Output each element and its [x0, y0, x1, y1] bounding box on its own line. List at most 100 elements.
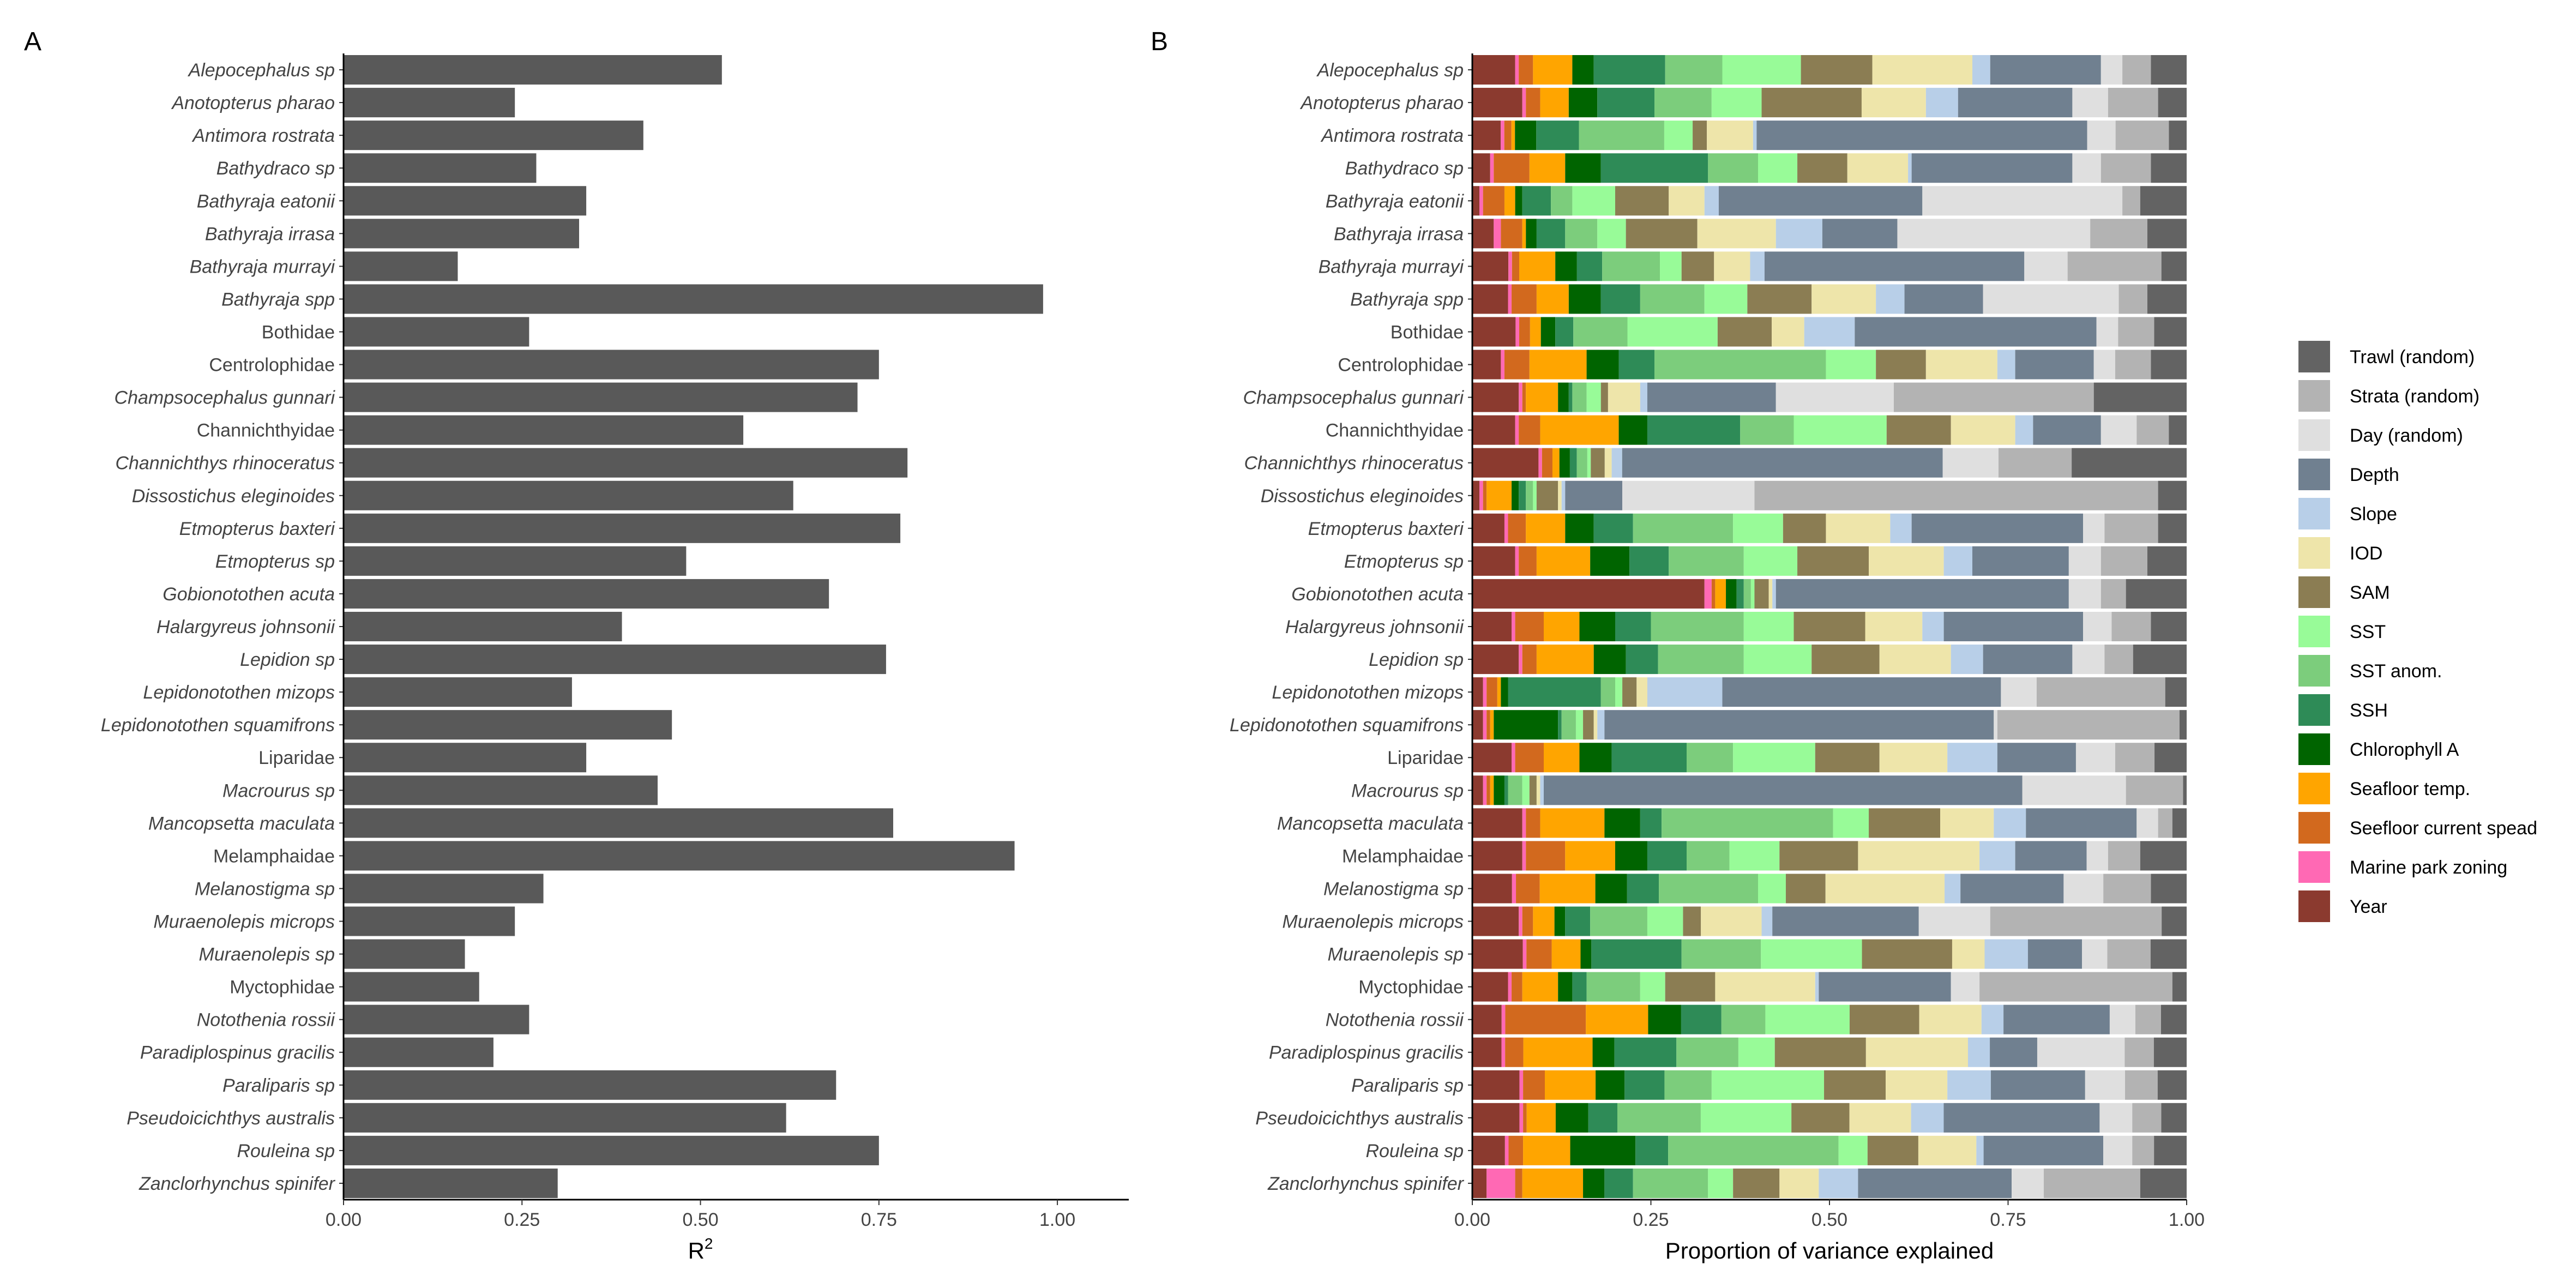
- variance-segment: [1526, 808, 1540, 838]
- r2-bar: [344, 350, 879, 380]
- r2-bar: [344, 743, 587, 773]
- variance-segment: [1640, 808, 1662, 838]
- variance-segment: [1536, 219, 1566, 249]
- legend-key: [2298, 459, 2330, 490]
- variance-segment: [2154, 317, 2187, 347]
- variance-segment: [1519, 906, 1522, 936]
- variance-segment: [1508, 972, 1512, 1002]
- variance-segment: [2003, 1004, 2110, 1034]
- variance-segment: [1523, 1135, 1570, 1165]
- variance-segment: [1559, 448, 1570, 478]
- variance-segment: [1947, 1070, 1991, 1100]
- r2-bar: [344, 382, 858, 412]
- species-label: Lepidion sp: [1369, 649, 1464, 670]
- variance-segment: [1608, 382, 1640, 412]
- variance-segment: [2087, 121, 2116, 151]
- variance-segment: [1472, 611, 1512, 642]
- species-label: Halargyreus johnsonii: [1285, 617, 1464, 637]
- species-label: Channichthys rhinoceratus: [115, 453, 335, 474]
- r2-bar: [344, 121, 643, 151]
- variance-segment: [2115, 743, 2155, 773]
- variance-segment: [1753, 121, 1757, 151]
- variance-segment: [1945, 874, 1961, 904]
- r2-bar: [344, 480, 793, 510]
- variance-segment: [1879, 743, 1948, 773]
- variance-segment: [1819, 1168, 1858, 1198]
- variance-segment: [1472, 906, 1519, 936]
- legend-label: Marine park zoning: [2350, 857, 2507, 878]
- variance-segment: [1704, 579, 1712, 609]
- variance-segment: [1555, 1103, 1588, 1133]
- variance-segment: [2169, 415, 2187, 445]
- variance-segment: [1979, 841, 2015, 871]
- species-label: Melanostigma sp: [195, 878, 335, 899]
- species-label: Bathyraja eatonii: [197, 191, 336, 212]
- variance-segment: [1947, 743, 1997, 773]
- variance-segment: [1576, 251, 1603, 281]
- variance-segment: [1530, 317, 1541, 347]
- variance-segment: [1797, 546, 1869, 576]
- variance-segment: [2100, 55, 2123, 85]
- variance-segment: [1879, 645, 1951, 675]
- variance-segment: [1483, 710, 1487, 740]
- variance-segment: [1490, 710, 1494, 740]
- variance-segment: [1555, 251, 1577, 281]
- variance-segment: [1981, 1004, 2004, 1034]
- variance-segment: [1519, 1103, 1524, 1133]
- species-label: Muraenolepis sp: [199, 944, 335, 965]
- variance-segment: [1668, 1135, 1839, 1165]
- variance-segment: [1990, 55, 2101, 85]
- variance-segment: [1998, 448, 2072, 478]
- species-label: Bathyraja murrayi: [1319, 256, 1465, 277]
- species-label: Muraenolepis sp: [1328, 944, 1464, 965]
- species-label: Melanostigma sp: [1323, 878, 1464, 899]
- variance-segment: [1522, 775, 1530, 805]
- r2-bar: [344, 579, 829, 609]
- variance-segment: [1604, 808, 1640, 838]
- variance-segment: [1718, 186, 1923, 216]
- variance-segment: [1583, 710, 1594, 740]
- variance-segment: [1526, 88, 1540, 118]
- variance-segment: [2140, 186, 2187, 216]
- variance-segment: [1925, 350, 1997, 380]
- variance-segment: [2072, 153, 2101, 183]
- variance-segment: [1526, 382, 1558, 412]
- variance-segment: [1622, 480, 1755, 510]
- variance-segment: [2024, 251, 2068, 281]
- variance-segment: [1622, 677, 1637, 707]
- variance-segment: [1822, 219, 1898, 249]
- variance-segment: [1618, 350, 1655, 380]
- variance-segment: [1597, 88, 1655, 118]
- variance-segment: [2124, 1070, 2158, 1100]
- variance-segment: [1658, 645, 1744, 675]
- x-tick-label: 0.00: [1454, 1209, 1490, 1230]
- variance-segment: [1635, 1135, 1669, 1165]
- variance-segment: [1479, 186, 1483, 216]
- variance-segment: [1758, 874, 1786, 904]
- species-label: Etmopterus sp: [215, 551, 335, 572]
- variance-segment: [2067, 251, 2162, 281]
- variance-segment: [1529, 775, 1537, 805]
- variance-segment: [2151, 350, 2187, 380]
- variance-segment: [2075, 743, 2115, 773]
- variance-component-legend: Trawl (random) Strata (random) Day (random…: [2298, 341, 2537, 922]
- legend-label: Chlorophyll A: [2350, 739, 2459, 760]
- variance-segment: [1872, 55, 1972, 85]
- panel-a-tag: A: [24, 27, 41, 56]
- variance-segment: [1624, 1070, 1665, 1100]
- variance-segment: [1627, 317, 1718, 347]
- variance-segment: [1858, 1168, 2012, 1198]
- variance-segment: [1908, 153, 1912, 183]
- variance-segment: [1617, 1103, 1701, 1133]
- variance-segment: [1664, 121, 1693, 151]
- variance-segment: [1515, 186, 1522, 216]
- variance-segment: [1536, 546, 1591, 576]
- variance-segment: [1592, 1037, 1615, 1067]
- variance-segment: [1526, 841, 1566, 871]
- variance-segment: [1779, 841, 1858, 871]
- r2-bar: [344, 153, 537, 183]
- variance-segment: [1512, 972, 1522, 1002]
- species-label: Centrolophidae: [209, 355, 335, 376]
- variance-segment: [2068, 546, 2101, 576]
